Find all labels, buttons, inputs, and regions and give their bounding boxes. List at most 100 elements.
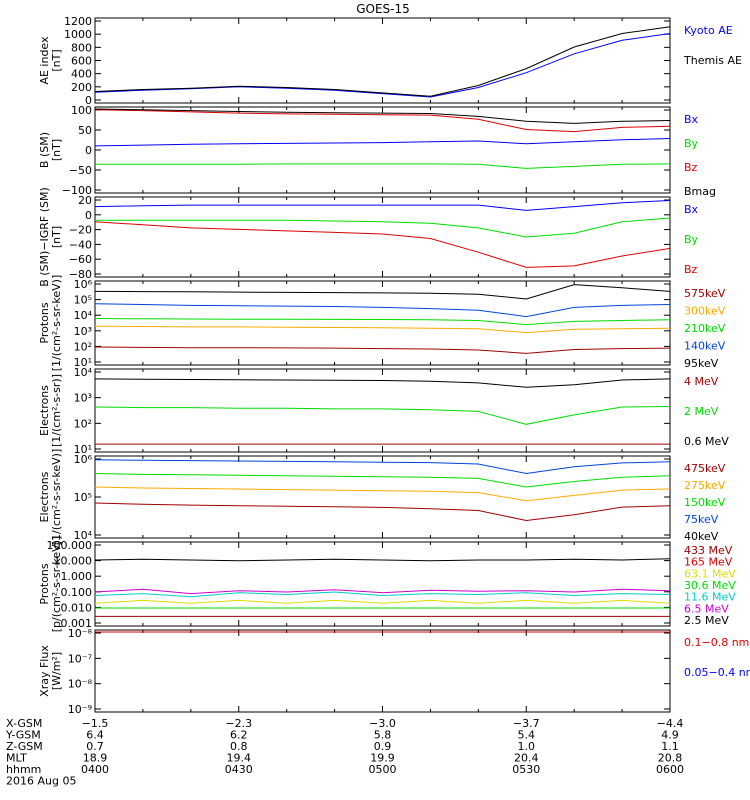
series-line-75kev bbox=[94, 459, 671, 475]
axis-row-value: −3.0 bbox=[369, 717, 396, 730]
panel-frame bbox=[94, 106, 671, 194]
legend-entry: Bz bbox=[684, 263, 698, 276]
series-line-themis-ae bbox=[94, 26, 671, 97]
axis-row-label: Y-GSM bbox=[5, 729, 41, 742]
y-tick-label: 1000 bbox=[64, 28, 92, 41]
legend-entry: 0.6 MeV bbox=[684, 435, 729, 448]
legend-entry: 2.5 MeV bbox=[684, 614, 729, 627]
y-tick-label: 10² bbox=[74, 340, 92, 353]
y-tick-label: 1200 bbox=[64, 15, 92, 28]
axis-row-value: −2.3 bbox=[225, 717, 252, 730]
axis-row-value: −3.7 bbox=[513, 717, 540, 730]
axis-row-value: −4.4 bbox=[657, 717, 684, 730]
y-tick-label: 400 bbox=[71, 68, 92, 81]
legend-entry: 2 MeV bbox=[684, 405, 719, 418]
axis-row-value: 1.0 bbox=[518, 740, 536, 753]
y-tick-label: 100.000 bbox=[47, 539, 93, 552]
axis-row-value: 6.4 bbox=[86, 729, 104, 742]
panel-frame bbox=[94, 455, 671, 539]
y-tick-label: 10³ bbox=[74, 392, 92, 405]
y-axis-label: Electrons bbox=[38, 385, 51, 436]
y-axis-label: Electrons bbox=[38, 471, 51, 522]
legend-entry: 95keV bbox=[684, 357, 719, 370]
y-axis-label: AE index bbox=[38, 36, 51, 85]
legend-entry: 475keV bbox=[684, 462, 726, 475]
y-tick-label: −40 bbox=[69, 238, 92, 251]
y-tick-label: 10.000 bbox=[54, 555, 93, 568]
y-tick-label: 20 bbox=[78, 194, 92, 207]
legend-entry: By bbox=[684, 137, 699, 150]
y-tick-label: 800 bbox=[71, 41, 92, 54]
panel-frame bbox=[94, 629, 671, 713]
legend-entry: Bx bbox=[684, 113, 699, 126]
legend-entry: 0.05−0.4 nm bbox=[684, 666, 750, 679]
legend-entry: 165 MeV bbox=[684, 556, 733, 569]
y-tick-label: 10¹ bbox=[74, 356, 92, 369]
series-line-0-6-mev bbox=[94, 378, 671, 388]
series-line-140kev bbox=[94, 303, 671, 318]
panel-frame bbox=[94, 368, 671, 453]
y-axis-label: [1/(cm²-s-sr)] bbox=[50, 374, 63, 447]
panel-frame bbox=[94, 196, 671, 278]
series-line-bx bbox=[94, 200, 671, 211]
series-line-bx bbox=[94, 138, 671, 147]
series-line-bz bbox=[94, 109, 671, 133]
y-axis-label: [1/(cm²-s-sr-keV)] bbox=[50, 449, 63, 546]
axis-row-value: 6.2 bbox=[230, 729, 248, 742]
y-tick-label: 100 bbox=[71, 104, 92, 117]
panel-protons_low: 10⁶ 10⁵ 10⁴ 10³ 10² 10¹ Protons [1/(cm²-s-sr-ke… bbox=[38, 275, 726, 372]
y-axis-label: [1/(cm²-s-sr-keV)] bbox=[50, 275, 63, 372]
y-tick-label: 200 bbox=[71, 81, 92, 94]
axis-row-value: 0600 bbox=[656, 763, 684, 776]
y-tick-label: 0 bbox=[85, 209, 92, 222]
series-line-475kev bbox=[94, 502, 671, 522]
y-tick-label: 0.010 bbox=[61, 601, 93, 614]
legend-entry: 4 MeV bbox=[684, 375, 719, 388]
legend-entry: 75keV bbox=[684, 513, 719, 526]
legend-entry: 275keV bbox=[684, 479, 726, 492]
date-label: 2016 Aug 05 bbox=[6, 775, 76, 788]
legend-entry: 150keV bbox=[684, 496, 726, 509]
y-tick-label: 10⁴ bbox=[74, 309, 93, 322]
axis-row-value: 0.8 bbox=[230, 740, 248, 753]
legend-entry: Bmag bbox=[684, 185, 716, 198]
axis-row-value: 19.4 bbox=[227, 752, 252, 765]
y-tick-label: 0.001 bbox=[61, 617, 93, 630]
y-tick-label: −80 bbox=[69, 268, 92, 281]
axis-row-value: 1.1 bbox=[661, 740, 679, 753]
series-line-575kev bbox=[94, 346, 671, 354]
legend-entry: 210keV bbox=[684, 322, 726, 335]
y-tick-label: 600 bbox=[71, 55, 92, 68]
axis-row-value: 19.9 bbox=[370, 752, 395, 765]
legend-entry: 40keV bbox=[684, 530, 719, 543]
y-tick-label: 0 bbox=[85, 144, 92, 157]
y-tick-label: 10⁴ bbox=[74, 529, 93, 542]
series-line-2-5-mev bbox=[94, 558, 671, 562]
axis-row-value: 4.9 bbox=[661, 729, 679, 742]
y-tick-label: 50 bbox=[78, 124, 92, 137]
axis-row-value: −1.5 bbox=[82, 717, 109, 730]
y-axis-label: Protons bbox=[38, 302, 51, 343]
y-tick-label: 10⁵ bbox=[74, 491, 92, 504]
legend-entry: 575keV bbox=[684, 287, 726, 300]
series-line-bz bbox=[94, 221, 671, 268]
series-line-6-5-mev bbox=[94, 588, 671, 595]
legend-entry: 0.1−0.8 nm bbox=[684, 636, 749, 649]
series-line-300kev bbox=[94, 325, 671, 334]
y-axis-label: Protons bbox=[38, 563, 51, 604]
series-line-kyoto-ae bbox=[94, 33, 671, 98]
axis-row-value: 5.4 bbox=[518, 729, 536, 742]
y-axis-label: [p/(cm²-s-sr-keV)] bbox=[50, 536, 63, 633]
legend-entry: 300keV bbox=[684, 305, 726, 318]
series-line-63-1-mev bbox=[94, 599, 671, 604]
axis-row-value: 0500 bbox=[369, 763, 397, 776]
y-tick-label: 10³ bbox=[74, 325, 92, 338]
axis-row-value: 18.9 bbox=[83, 752, 108, 765]
panel-xray: 10⁻⁸ 10⁻⁷ 10⁻⁸ 10⁻⁹ Xray Flux [W/m²] 0.1−0.8 n… bbox=[38, 627, 750, 716]
axis-row-label: MLT bbox=[6, 752, 27, 765]
y-axis-label: [W/m²] bbox=[50, 652, 63, 690]
y-axis-label: [nT] bbox=[50, 226, 63, 248]
axis-row-label: X-GSM bbox=[6, 717, 42, 730]
legend-entry: Kyoto AE bbox=[684, 24, 733, 37]
